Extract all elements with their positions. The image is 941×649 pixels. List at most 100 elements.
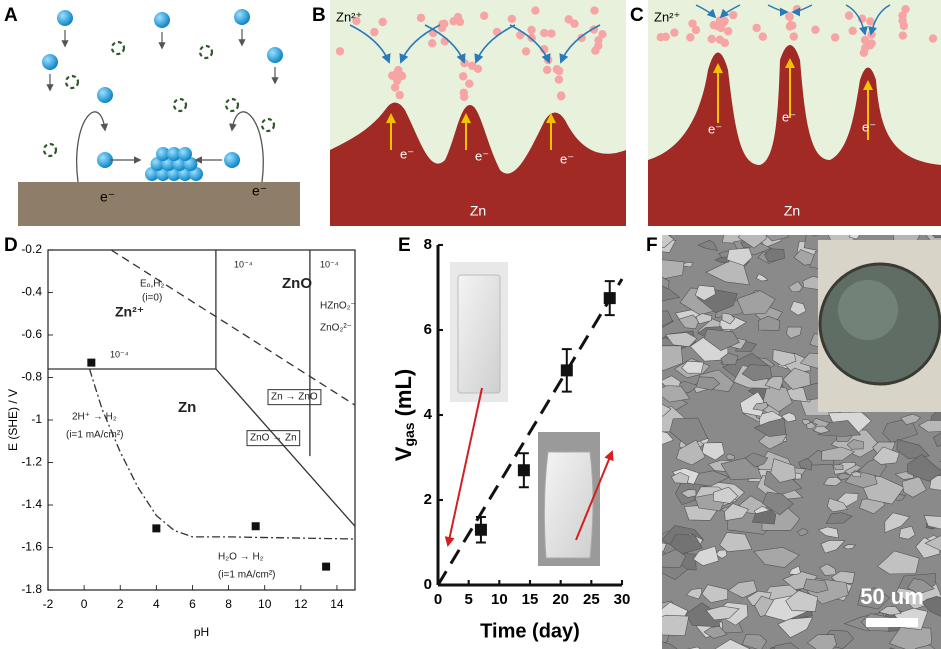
plate: [872, 446, 900, 465]
ion: [516, 30, 525, 40]
annotation: ZnO₂²⁻: [320, 323, 352, 334]
molecule: [42, 142, 58, 158]
plate: [877, 550, 920, 575]
plate: [752, 402, 769, 411]
plates: [662, 235, 941, 649]
ion: [507, 14, 517, 24]
x-axis-label: pH: [194, 625, 209, 639]
plate: [724, 503, 749, 522]
plate: [830, 570, 855, 584]
plate: [762, 384, 793, 413]
plate: [857, 587, 891, 610]
annotation: 2H⁺ → H₂: [72, 412, 117, 423]
plate: [662, 385, 691, 403]
boundary-line: [215, 368, 356, 527]
ion: [670, 28, 679, 37]
ion: [860, 35, 870, 45]
plate: [662, 345, 683, 372]
ion-label: Zn²⁺: [654, 9, 680, 24]
ion: [154, 12, 170, 28]
y-tick-label: -1.4: [21, 497, 42, 511]
plate: [789, 300, 807, 316]
ion: [691, 25, 701, 35]
plate: [694, 284, 716, 301]
annotation: Zn²⁺: [115, 304, 144, 320]
plate: [842, 544, 857, 550]
ion: [460, 92, 469, 102]
arrow: [695, 4, 717, 19]
x-tick-label: 30: [614, 591, 631, 608]
y-tick-label: -1.2: [21, 455, 42, 469]
annotation: Zn: [178, 399, 196, 416]
ion: [416, 13, 426, 23]
plate: [695, 313, 713, 325]
plate: [758, 315, 781, 331]
plate: [819, 563, 837, 576]
ion: [460, 58, 469, 68]
plate: [765, 235, 789, 242]
plate: [850, 471, 862, 478]
plate: [907, 454, 941, 482]
annotation: ZnO: [282, 275, 312, 292]
plate: [821, 446, 855, 461]
electron-label: e⁻: [862, 119, 876, 134]
plate: [727, 580, 758, 599]
ion: [866, 40, 875, 50]
plate: [788, 281, 803, 293]
plate: [703, 625, 728, 639]
panel-c: Zn²⁺ e⁻ e⁻ e⁻ Zn: [648, 0, 941, 226]
x-tick-label: 0: [81, 597, 88, 611]
x-tick-label: 25: [583, 591, 600, 608]
plate: [898, 525, 916, 540]
plate: [662, 614, 690, 637]
ion: [479, 11, 489, 20]
x-tick-label: 20: [552, 591, 569, 608]
ion: [57, 10, 73, 26]
x-tick-label: 8: [225, 597, 232, 611]
plate: [817, 526, 839, 539]
plate: [669, 417, 709, 446]
y-tick-label: 6: [424, 321, 432, 338]
plate: [823, 476, 842, 487]
panel-label: B: [312, 5, 326, 26]
plate: [705, 605, 740, 621]
ion: [859, 48, 869, 57]
electron-label: e⁻: [475, 148, 489, 163]
y-tick-label: -0.4: [21, 285, 42, 299]
molecule: [110, 40, 126, 56]
plate: [697, 239, 719, 251]
x-tick-label: 5: [464, 591, 472, 608]
plate: [714, 256, 729, 263]
y-tick-label: -0.2: [21, 242, 42, 256]
boundary-line: [88, 368, 356, 540]
plate: [703, 328, 740, 352]
plate: [901, 476, 927, 498]
plate: [713, 486, 739, 504]
ion: [591, 46, 600, 55]
boundary-line: [110, 249, 356, 406]
annotation: 10⁻⁴: [110, 349, 129, 359]
plate: [725, 453, 735, 460]
plate: [931, 235, 941, 239]
annotation: (i=0): [142, 293, 162, 304]
ion: [811, 25, 820, 34]
ion: [577, 33, 586, 43]
plate: [686, 646, 701, 649]
ion: [830, 33, 840, 42]
plate: [701, 442, 725, 461]
plate: [662, 403, 672, 417]
ion: [465, 79, 474, 88]
ion: [42, 54, 58, 70]
x-tick-label: 4: [153, 597, 160, 611]
fit-line: [436, 278, 624, 586]
ion: [564, 15, 573, 24]
annotation: (i=1 mA/cm²): [218, 570, 276, 581]
plate: [788, 565, 801, 575]
annotation: ZnO → Zn: [250, 433, 297, 444]
electrode-texture: [838, 280, 898, 340]
plate: [774, 642, 800, 649]
electron-label: e⁻: [400, 146, 414, 161]
plate: [744, 452, 769, 468]
y-tick-label: 8: [424, 236, 432, 253]
plate: [662, 259, 685, 280]
